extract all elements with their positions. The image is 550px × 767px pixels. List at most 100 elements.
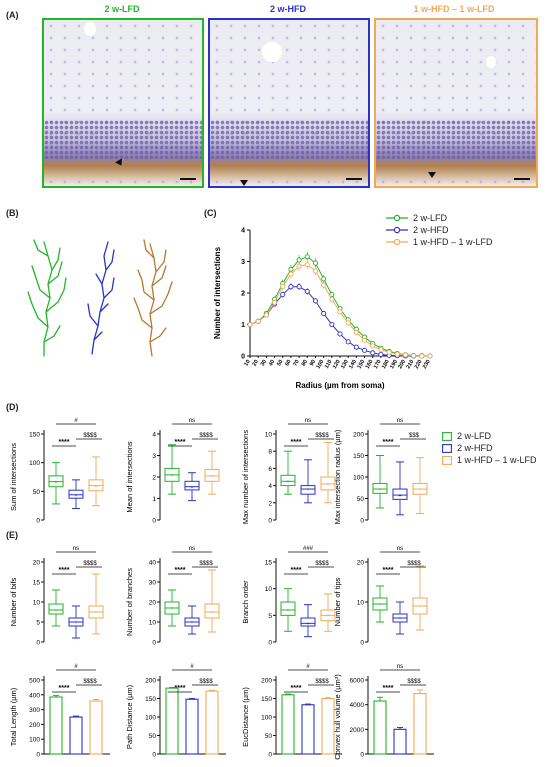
y-tick-label: 500 [29, 678, 40, 685]
bar [393, 728, 407, 755]
y-tick-label: 2 [268, 500, 272, 507]
legend-item-lfd: 2 w-LFD [386, 212, 493, 224]
x-tick-label: 170 [373, 359, 383, 370]
x-tick-label: 70 [293, 359, 301, 367]
x-tick-label: 30 [260, 359, 268, 367]
y-tick-label: 10 [33, 600, 41, 607]
data-point [419, 353, 425, 359]
y-axis-title: Number of tips [333, 577, 342, 626]
panel-label-e: (E) [6, 530, 18, 540]
legend-item-switch: 1 w-HFD – 1 w-LFD [442, 454, 537, 466]
mean-marker: + [286, 608, 289, 614]
y-tick-label: 20 [357, 560, 365, 567]
data-point [337, 331, 343, 337]
mean-marker: + [170, 473, 173, 479]
y-tick-label: 150 [353, 453, 364, 460]
sig-label: $$$$ [199, 561, 213, 567]
data-point [304, 254, 310, 260]
legend-label: 1 w-HFD – 1 w-LFD [457, 455, 537, 465]
y-tick-label: 10 [265, 586, 273, 593]
mean-marker: + [326, 482, 329, 488]
mean-marker: + [54, 480, 57, 486]
scale-bar [346, 178, 362, 180]
mean-marker: + [94, 484, 97, 490]
bifs-chart: 0 5 10 15 20 Number of bifs + + + ns $$$$ **** [9, 546, 104, 647]
x-tick-label: 190 [389, 359, 399, 370]
legend-label: 2 w-LFD [457, 431, 492, 441]
data-point [280, 292, 286, 298]
y-axis-title: Convex hull volume (µm³) [333, 674, 342, 760]
y-tick-label: 4000 [350, 702, 365, 709]
total-length-chart: 0 100 200 300 400 500 Total Length (µm) # $$$$ **… [9, 664, 110, 759]
sig-label: ns [73, 546, 79, 552]
mean-marker: + [306, 487, 309, 493]
box [68, 489, 84, 499]
y-tick-label: 100 [353, 475, 364, 482]
legend-item-switch: 1 w-HFD – 1 w-LFD [386, 236, 493, 248]
data-point [386, 349, 392, 355]
x-tick-label: 220 [414, 359, 424, 370]
x-tick-label: 160 [365, 359, 375, 370]
group-legend: 2 w-LFD 2 w-HFD 1 w-HFD – 1 w-LFD [442, 430, 537, 466]
y-tick-label: 0 [360, 752, 364, 759]
sig-label: $$$$ [315, 561, 329, 567]
x-tick-label: 100 [316, 359, 326, 370]
sig-label: **** [59, 439, 70, 446]
mean-marker: + [54, 608, 57, 614]
arrowhead-icon [428, 172, 436, 178]
y-axis-title: Mean of intersections [125, 441, 134, 513]
y-tick-label: 5 [268, 613, 272, 620]
y-tick-label: 3 [152, 453, 156, 460]
box [204, 603, 220, 619]
data-point [271, 299, 278, 305]
y-tick-label: 50 [149, 733, 157, 740]
y-tick-label: 6000 [350, 678, 365, 685]
y-axis-title: Branch order [241, 580, 250, 624]
legend-label: 2 w-HFD [413, 225, 449, 235]
sig-label: ns [305, 418, 311, 424]
y-tick-label: 0 [268, 518, 272, 525]
mean-marker: + [210, 610, 213, 616]
data-point [312, 298, 319, 304]
mean-marker: + [286, 480, 289, 486]
data-point [296, 257, 302, 263]
mean-marker: + [418, 487, 421, 493]
path-distance-chart: 0 50 100 150 200 Path Distance (µm) # $$$$ **** [125, 664, 226, 759]
y-tick-label: 2000 [350, 727, 365, 734]
y-tick-label: 6 [268, 466, 272, 473]
y-tick-label: 100 [145, 715, 156, 722]
mean-marker: + [378, 602, 381, 608]
sig-label: **** [291, 685, 302, 692]
x-tick-label: 40 [268, 359, 276, 367]
sig-label: $$$$ [315, 679, 329, 685]
scale-bar [180, 178, 196, 180]
sholl-legend: 2 w-LFD 2 w-HFD 1 w-HFD – 1 w-LFD [386, 212, 493, 248]
sig-label: # [74, 418, 78, 424]
y-tick-label: 0 [36, 752, 40, 759]
data-point [247, 321, 253, 328]
sig-label: **** [383, 685, 394, 692]
sig-label: ns [397, 418, 403, 424]
data-point [402, 352, 409, 358]
x-tick-label: 210 [406, 359, 416, 370]
y-tick-label: 50 [33, 489, 41, 496]
data-point [337, 309, 343, 315]
bar [89, 700, 103, 755]
mean-marker: + [94, 610, 97, 616]
y-tick-label: 15 [265, 560, 273, 567]
mean-marker: + [398, 616, 401, 622]
micrograph-hfd [208, 18, 370, 188]
y-tick-label: 4 [268, 483, 272, 490]
data-point [312, 268, 319, 274]
data-point [255, 318, 261, 324]
data-point [345, 320, 351, 326]
x-tick-label: 180 [381, 359, 391, 370]
data-point [394, 351, 400, 357]
sig-label: $$$$ [315, 433, 329, 439]
neuron-tracings [27, 239, 173, 357]
y-tick-label: 0 [36, 518, 40, 525]
sig-label: $$$$ [407, 679, 421, 685]
data-point [353, 329, 359, 335]
x-tick-label: 150 [356, 359, 366, 370]
y-tick-label: 50 [265, 733, 273, 740]
